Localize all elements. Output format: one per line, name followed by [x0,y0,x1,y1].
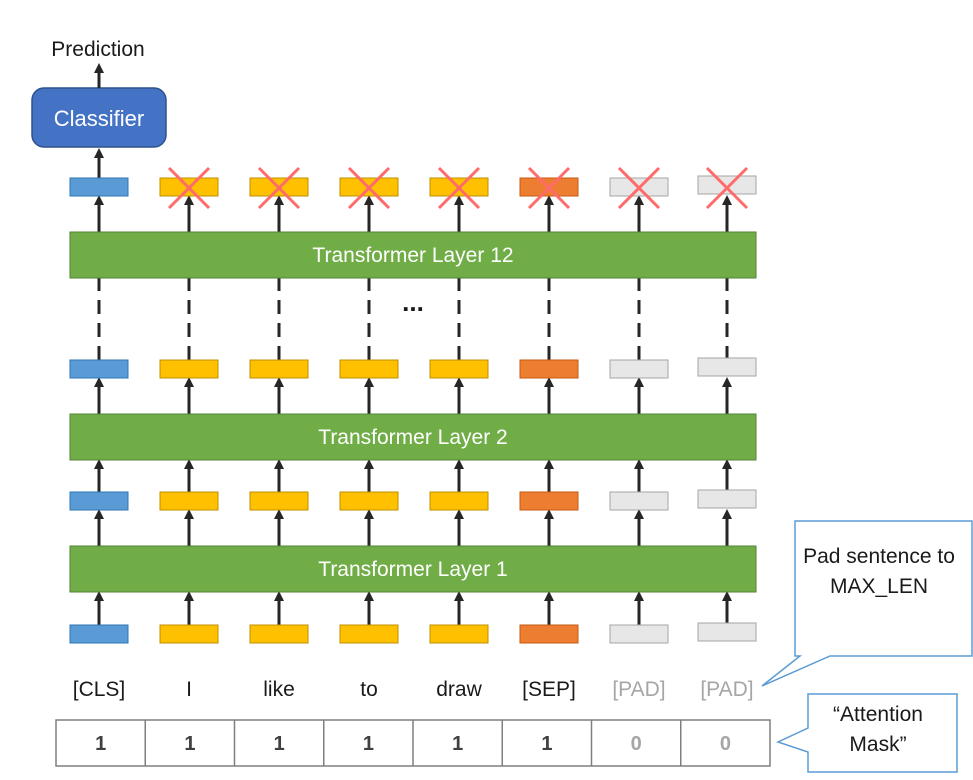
mask-value-4: 1 [452,733,463,755]
token-vector-5-row-3 [519,624,579,644]
masked-output-cross-1 [167,166,211,210]
classifier-box: Classifier [31,87,167,148]
layers-ellipsis: ... [402,287,424,317]
token-label-4: draw [436,678,482,701]
cross-stroke-b-7 [705,166,749,210]
layer-1-label: Transformer Layer 1 [318,558,507,581]
token-vector-5-row-2 [519,491,579,511]
token-label-6: [PAD] [612,678,665,701]
token-vector-1-row-3 [159,624,219,644]
token-vector-1-row-1 [159,359,219,379]
masked-output-cross-3 [347,166,391,210]
token-vector-5-row-1 [519,359,579,379]
token-vector-7-row-3 [697,622,757,642]
token-label-1: I [186,678,192,701]
classifier-label: Classifier [54,106,144,131]
cross-stroke-b-4 [437,166,481,210]
mask-value-6: 0 [631,733,642,755]
layer-2-label: Transformer Layer 2 [318,426,507,449]
attention-mask-table: 1 1 1 1 1 1 0 0 [55,719,771,767]
token-vector-2-row-1 [249,359,309,379]
token-vector-4-row-1 [429,359,489,379]
masked-output-cross-4 [437,166,481,210]
mask-value-3: 1 [363,733,374,755]
token-vector-6-row-1 [609,359,669,379]
token-vector-6-row-2 [609,491,669,511]
attention-mask-callout: “Attention Mask” [775,693,958,773]
token-vector-7-row-2 [697,489,757,509]
token-vector-3-row-3 [339,624,399,644]
cross-stroke-b-3 [347,166,391,210]
token-vector-4-row-2 [429,491,489,511]
token-label-7: [PAD] [700,678,753,701]
token-vector-0-row-1 [69,359,129,379]
mask-value-5: 1 [541,733,552,755]
mask-value-0: 1 [95,733,106,755]
cross-stroke-b-6 [617,166,661,210]
cross-stroke-b-2 [257,166,301,210]
masked-output-cross-5 [527,166,571,210]
token-vectors [69,175,757,644]
token-label-5: [SEP] [522,678,576,701]
transformer-layer-12: Transformer Layer 12 [69,231,757,279]
attention-mask-callout-text: “Attention Mask” [833,703,923,756]
token-vector-0-row-2 [69,491,129,511]
transformer-layer-1: Transformer Layer 1 [69,545,757,593]
token-vector-2-row-3 [249,624,309,644]
token-label-0: [CLS] [73,678,126,701]
token-vector-0-row-3 [69,624,129,644]
token-label-2: like [263,678,295,701]
transformer-layer-2: Transformer Layer 2 [69,413,757,461]
mask-value-1: 1 [184,733,195,755]
token-connectors [94,195,732,625]
token-vector-2-row-2 [249,491,309,511]
token-vector-6-row-3 [609,624,669,644]
token-vector-0-row-0 [69,177,129,197]
masked-outputs [167,166,749,210]
masked-output-cross-6 [617,166,661,210]
token-vector-1-row-2 [159,491,219,511]
token-vector-3-row-2 [339,491,399,511]
mask-value-2: 1 [274,733,285,755]
pad-callout-text: Pad sentence to MAX_LEN [803,545,955,598]
token-vector-4-row-3 [429,624,489,644]
masked-output-cross-2 [257,166,301,210]
token-label-3: to [360,678,378,701]
pad-callout: Pad sentence to MAX_LEN [761,520,973,687]
token-vector-7-row-1 [697,357,757,377]
token-vector-3-row-1 [339,359,399,379]
cross-stroke-b-5 [527,166,571,210]
token-vector-7-row-0 [697,175,757,195]
mask-value-7: 0 [720,733,731,755]
prediction-label: Prediction [51,38,144,61]
layer-12-label: Transformer Layer 12 [312,244,513,267]
cross-stroke-b-1 [167,166,211,210]
masked-output-cross-7 [705,166,749,210]
